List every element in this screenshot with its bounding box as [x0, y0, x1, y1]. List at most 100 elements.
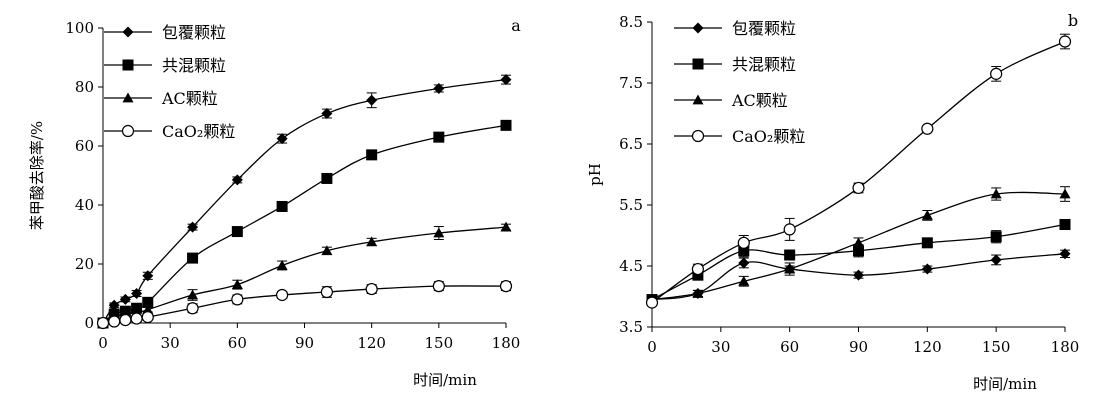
y-tick-label: 4.5 — [619, 257, 643, 275]
x-tick-label: 120 — [357, 334, 386, 352]
chart-panel-a: 0 30 60 90 120 150 180 0 20 40 60 80 100 时间/min 苯甲酸去除率… — [28, 16, 521, 389]
series-diamond — [97, 74, 512, 329]
legend-entry-circle: CaO₂颗粒 — [104, 122, 235, 141]
data-point — [1059, 219, 1071, 231]
legend-marker — [122, 59, 134, 71]
data-point — [784, 249, 796, 261]
legend-entry-square: 共混颗粒 — [104, 56, 226, 75]
x-tick-label: 150 — [982, 338, 1011, 356]
data-point — [921, 263, 933, 275]
x-tick-label: 0 — [647, 338, 657, 356]
data-point — [96, 316, 110, 330]
data-point — [108, 299, 120, 311]
y-tick-label: 3.5 — [619, 318, 643, 336]
data-point — [141, 311, 154, 324]
legend-label: 包覆颗粒 — [162, 23, 226, 42]
data-point — [321, 108, 333, 120]
legend-marker — [692, 58, 704, 70]
data-point — [187, 221, 199, 233]
data-point — [433, 82, 445, 94]
data-point — [276, 259, 288, 270]
legend-marker — [691, 129, 705, 143]
legend-label: CaO₂颗粒 — [732, 127, 805, 146]
legend-label: 包覆颗粒 — [732, 19, 796, 38]
x-tick-label: 30 — [711, 338, 730, 356]
legend-marker — [692, 22, 704, 34]
data-point — [366, 149, 378, 161]
y-tick-label: 80 — [75, 78, 94, 96]
data-point — [921, 122, 934, 135]
data-point — [738, 245, 750, 257]
legend-label: CaO₂颗粒 — [162, 122, 235, 141]
data-point — [142, 270, 154, 282]
data-point — [737, 236, 750, 249]
x-tick-label: 120 — [913, 338, 942, 356]
data-point — [499, 280, 513, 293]
data-point — [187, 289, 199, 300]
data-point — [692, 269, 704, 281]
data-point — [784, 263, 796, 274]
data-point — [366, 236, 378, 247]
data-point — [231, 226, 243, 238]
x-tick-label: 180 — [1051, 338, 1080, 356]
data-point — [276, 288, 289, 302]
legend-marker — [121, 124, 135, 138]
x-tick-label: 0 — [98, 334, 108, 352]
series-line — [651, 223, 1066, 301]
data-point — [1059, 248, 1071, 260]
legend-marker — [122, 26, 134, 38]
data-point — [500, 119, 512, 131]
legend-label: AC颗粒 — [161, 89, 218, 108]
series-circle — [645, 33, 1072, 309]
data-point — [130, 312, 143, 325]
data-point — [231, 279, 243, 290]
legend-entry-triangle: AC颗粒 — [674, 91, 788, 110]
legend-label: 共混颗粒 — [162, 56, 226, 75]
data-point — [783, 223, 796, 236]
data-point — [433, 227, 445, 238]
data-point — [321, 172, 333, 184]
data-point — [187, 252, 199, 264]
data-point — [366, 94, 378, 106]
legend-entry-triangle: AC颗粒 — [104, 89, 218, 108]
data-point — [131, 288, 143, 299]
x-tick-label: 60 — [228, 334, 247, 352]
data-point — [119, 313, 132, 327]
data-point — [921, 209, 933, 220]
series-square — [97, 119, 512, 329]
data-point — [142, 304, 154, 315]
data-point — [433, 131, 445, 143]
data-point — [990, 254, 1002, 266]
y-axis-title: 苯甲酸去除率/% — [28, 121, 46, 230]
legend-entry-diamond: 包覆颗粒 — [104, 23, 226, 42]
chart-panel-b: 0 30 60 90 120 150 180 3.5 4.5 5.5 6.5 7.5 8.5 时间/min… — [586, 11, 1079, 393]
data-point — [119, 293, 131, 305]
y-tick-label: 6.5 — [619, 135, 643, 153]
y-tick-label: 7.5 — [619, 74, 643, 92]
legend-marker — [122, 92, 134, 103]
x-tick-label: 30 — [161, 334, 180, 352]
legend-label: AC颗粒 — [731, 91, 788, 110]
data-point — [1058, 35, 1072, 48]
data-point — [738, 257, 750, 269]
y-tick-label: 8.5 — [619, 13, 643, 31]
data-point — [231, 293, 244, 306]
data-point — [108, 315, 121, 328]
legend-marker — [692, 94, 704, 105]
data-point — [365, 282, 378, 296]
legend-entry-square: 共混颗粒 — [674, 55, 796, 74]
y-tick-label: 20 — [75, 255, 94, 273]
data-point — [320, 285, 333, 299]
x-tick-label: 90 — [849, 338, 868, 356]
y-tick-label: 100 — [65, 19, 94, 37]
data-point — [990, 231, 1002, 243]
series-circle — [96, 280, 513, 330]
series-line — [651, 40, 1066, 304]
data-point — [276, 133, 288, 145]
x-tick-label: 90 — [295, 334, 314, 352]
data-point — [321, 245, 333, 256]
data-point — [738, 275, 750, 286]
data-point — [853, 269, 864, 281]
x-tick-label: 150 — [425, 334, 454, 352]
